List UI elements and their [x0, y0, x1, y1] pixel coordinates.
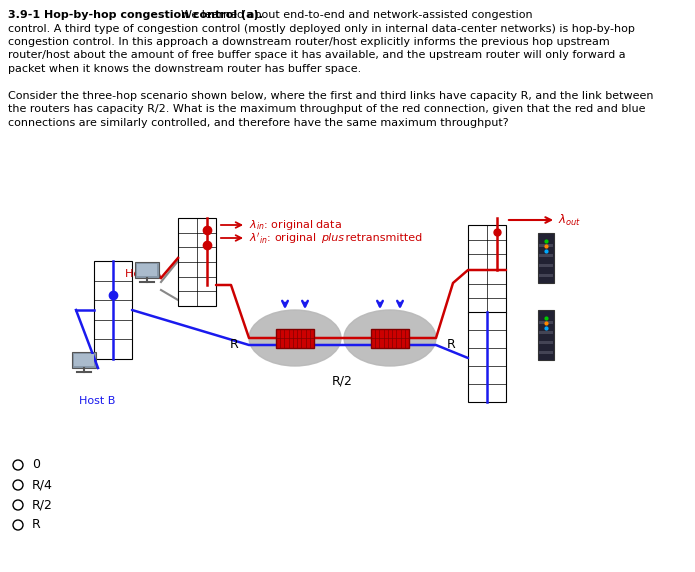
Text: connections are similarly controlled, and therefore have the same maximum throug: connections are similarly controlled, an…	[8, 118, 509, 128]
Text: $\lambda'_{in}$: original: $\lambda'_{in}$: original	[249, 231, 318, 245]
Text: R/2: R/2	[332, 374, 353, 387]
Text: R/2: R/2	[32, 499, 53, 511]
Bar	[72, 352, 96, 368]
Bar	[178, 218, 216, 306]
Bar	[539, 274, 553, 277]
Bar	[539, 351, 553, 354]
Text: packet when it knows the downstream router has buffer space.: packet when it knows the downstream rout…	[8, 64, 361, 74]
Bar	[539, 341, 553, 344]
Bar	[539, 254, 553, 257]
Circle shape	[13, 500, 23, 510]
Ellipse shape	[249, 310, 341, 366]
Bar	[468, 225, 506, 313]
Text: plus: plus	[321, 233, 344, 243]
Text: the routers has capacity R/2. What is the maximum throughput of the red connecti: the routers has capacity R/2. What is th…	[8, 105, 646, 114]
Text: We learned about end-to-end and network-assisted congestion: We learned about end-to-end and network-…	[174, 10, 533, 20]
Bar	[539, 264, 553, 267]
Bar	[539, 321, 553, 324]
Text: control. A third type of congestion control (mostly deployed only in internal da: control. A third type of congestion cont…	[8, 23, 635, 34]
Text: congestion control. In this approach a downstream router/host explicitly informs: congestion control. In this approach a d…	[8, 37, 610, 47]
Bar	[74, 354, 94, 366]
Text: Consider the three-hop scenario shown below, where the first and third links hav: Consider the three-hop scenario shown be…	[8, 91, 653, 101]
Text: $\lambda_{in}$: original data: $\lambda_{in}$: original data	[249, 218, 342, 232]
Bar	[371, 328, 409, 348]
Text: 0: 0	[32, 459, 40, 471]
Bar	[538, 310, 554, 360]
Bar	[94, 261, 132, 359]
Text: Host A: Host A	[125, 269, 161, 279]
Circle shape	[13, 480, 23, 490]
Text: Host B: Host B	[79, 396, 115, 406]
Bar	[468, 312, 506, 402]
Text: R: R	[447, 339, 455, 352]
Bar	[136, 262, 158, 278]
Text: R: R	[229, 339, 238, 352]
Bar	[539, 244, 553, 247]
Text: R/4: R/4	[32, 479, 53, 491]
Circle shape	[13, 460, 23, 470]
Text: retransmitted: retransmitted	[342, 233, 423, 243]
Circle shape	[13, 520, 23, 530]
Bar	[539, 331, 553, 334]
Ellipse shape	[344, 310, 436, 366]
Text: 3.9-1 Hop-by-hop congestion control (a).: 3.9-1 Hop-by-hop congestion control (a).	[8, 10, 263, 20]
Bar	[276, 328, 314, 348]
Bar	[538, 233, 554, 283]
Text: R: R	[32, 518, 41, 531]
Bar	[138, 264, 156, 276]
Text: $\lambda_{out}$: $\lambda_{out}$	[558, 212, 581, 228]
Text: router/host about the amount of free buffer space it has available, and the upst: router/host about the amount of free buf…	[8, 50, 626, 61]
